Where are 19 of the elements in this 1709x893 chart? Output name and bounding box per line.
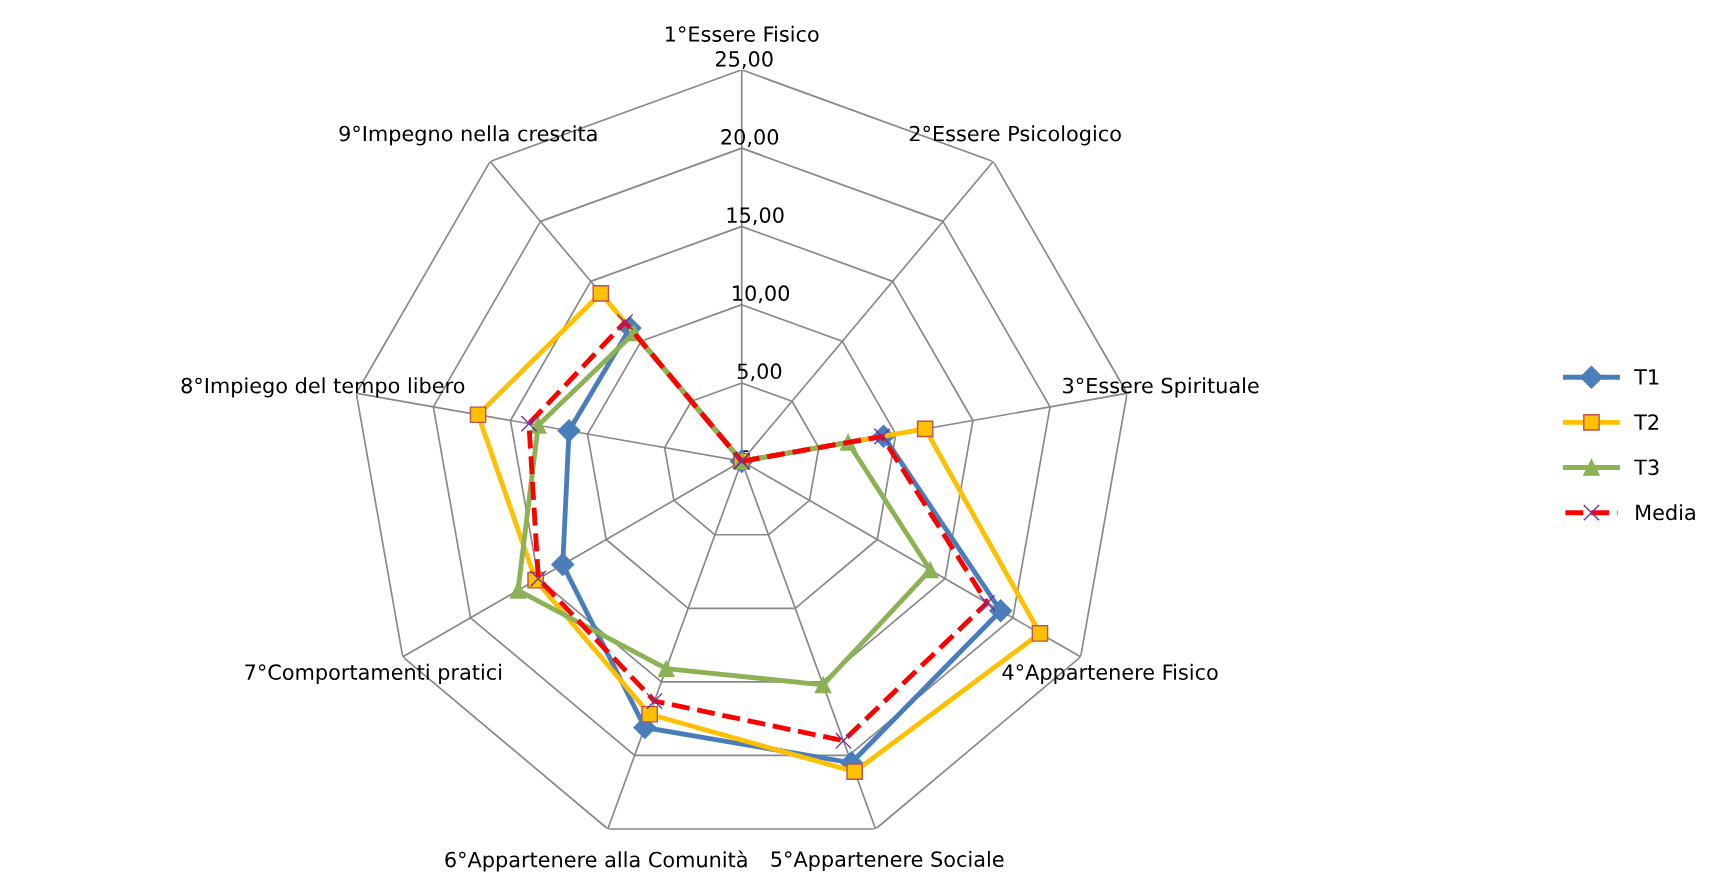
y-tick-label: 25,00 xyxy=(715,51,773,69)
y-tick-label: 10,00 xyxy=(733,285,790,304)
spoke-label: 8°Impiego del tempo libero xyxy=(181,377,465,398)
spoke-label: 5°Appartenere Sociale xyxy=(771,850,1004,872)
y-tick-label: 20,00 xyxy=(721,129,779,147)
y-tick-label: - xyxy=(742,450,749,453)
legend-label: T1 xyxy=(1634,369,1659,385)
spoke-label: 3°Essere Spirituale xyxy=(1063,377,1259,398)
spoke-label: 6°Appartenere alla Comunità xyxy=(445,850,747,872)
spoke-label: 1°Essere Fisico xyxy=(665,25,819,42)
legend-label: Media xyxy=(1636,504,1695,521)
spoke-label: 2°Essere Psicologico xyxy=(909,125,1121,146)
spoke-label: 4°Appartenere Fisico xyxy=(1002,663,1218,685)
legend-label: T2 xyxy=(1634,414,1659,430)
spoke-label: 9°Impegno nella crescita xyxy=(339,125,597,146)
spoke-label: 7°Comportamenti pratici xyxy=(245,663,502,685)
legend-label: T3 xyxy=(1634,459,1659,476)
y-tick-label: 15,00 xyxy=(727,207,784,226)
y-tick-label: 5,00 xyxy=(737,363,782,382)
